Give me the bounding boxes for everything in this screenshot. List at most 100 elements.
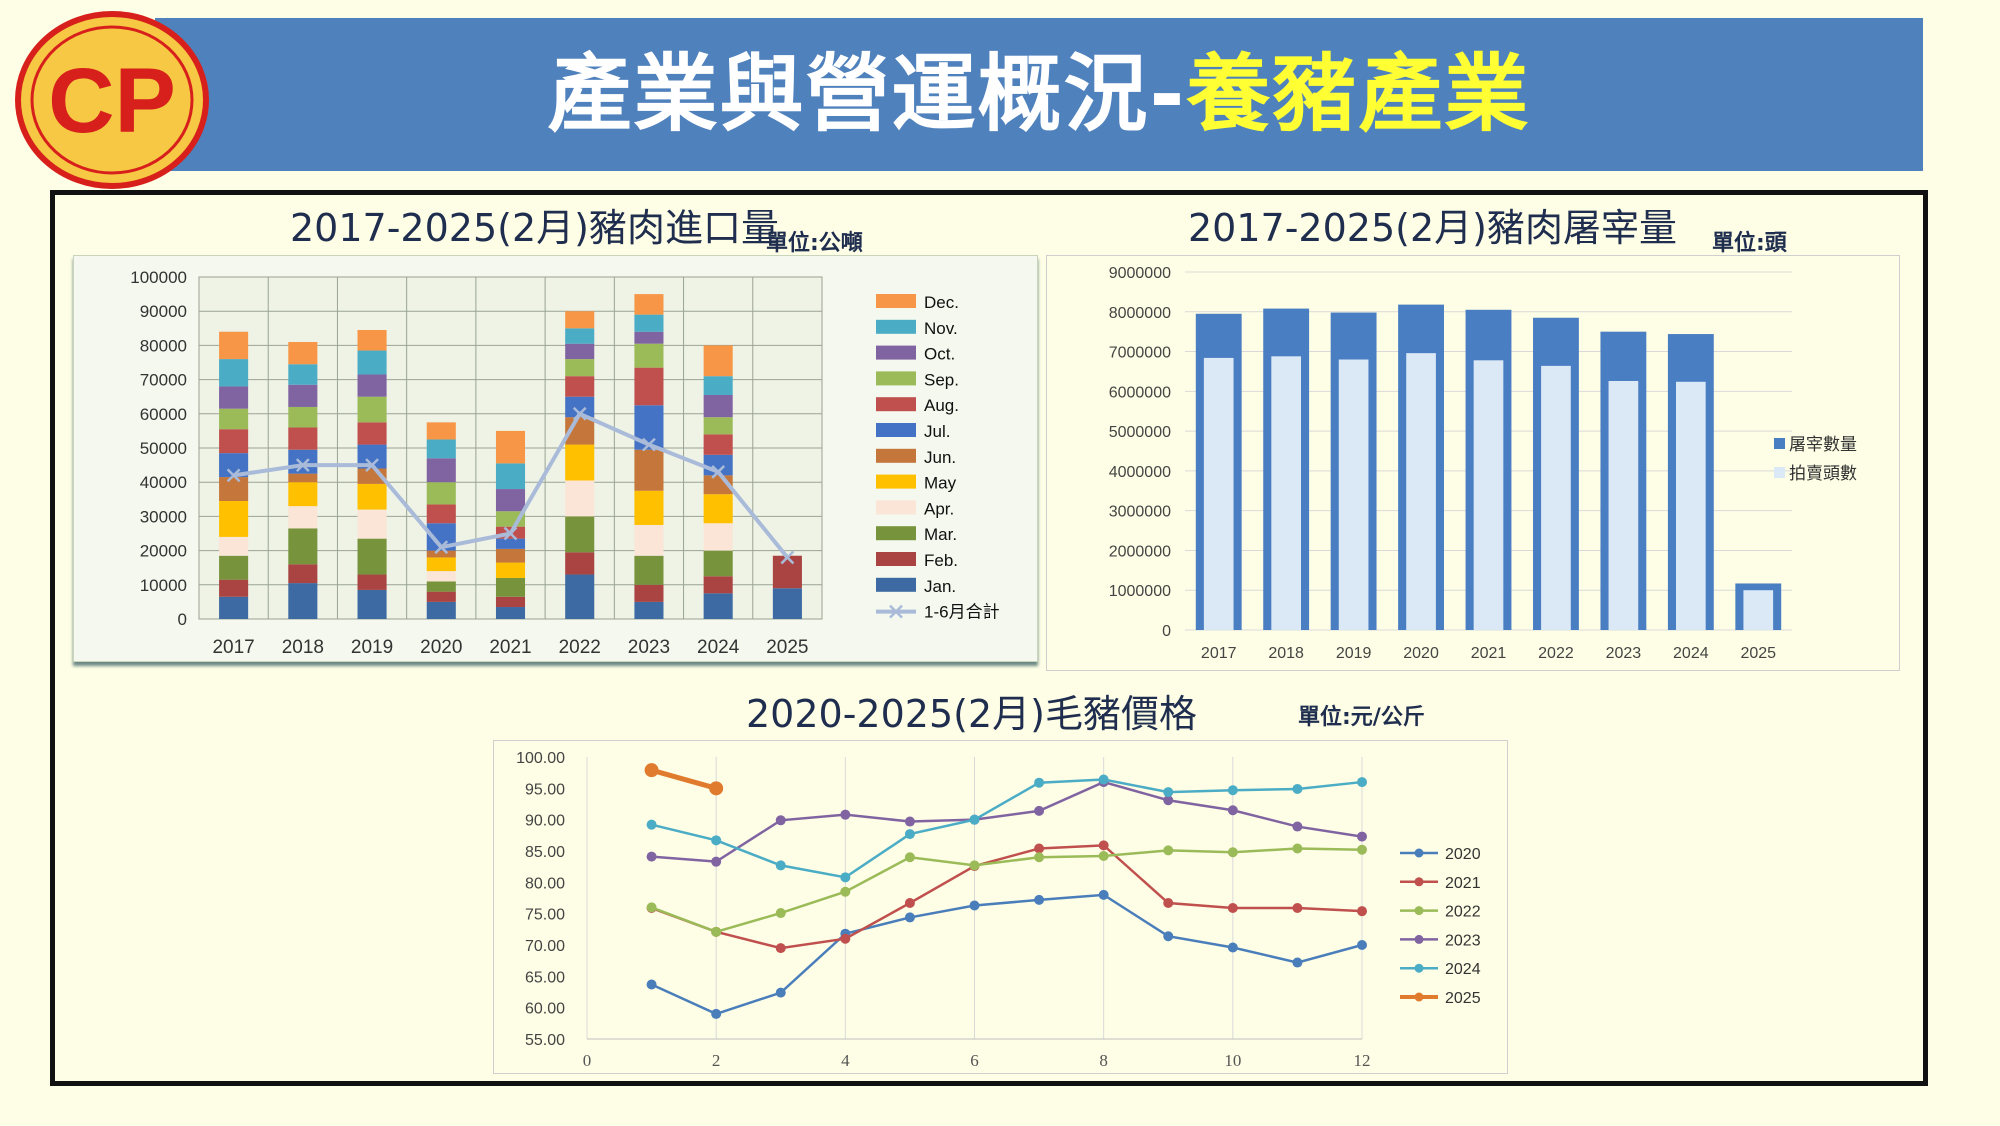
bar-segment xyxy=(703,550,733,577)
bar-segment xyxy=(426,458,456,483)
bar-segment xyxy=(426,482,456,505)
x-tick-label: 2018 xyxy=(1268,645,1304,662)
line-point xyxy=(1292,821,1303,832)
line-point xyxy=(904,829,915,840)
slaughter-chart-title: 2017-2025(2月)豬肉屠宰量 xyxy=(1188,206,1677,250)
price-chart-unit: 單位:元/公斤 xyxy=(1298,705,1425,730)
line-point xyxy=(1034,805,1045,816)
line-point xyxy=(904,816,915,827)
line-point xyxy=(1163,931,1174,942)
line-point xyxy=(1357,844,1367,855)
y-tick-label: 55.00 xyxy=(525,1032,565,1049)
bar-segment xyxy=(495,489,526,512)
x-tick-label: 10 xyxy=(1224,1051,1241,1070)
bar-segment xyxy=(288,564,318,584)
price-chart-panel: 0 2 4 6 8 10 12 55.00 60.00 65.00 70.00 75.00 80.00 8… xyxy=(493,740,1508,1074)
bar-segment xyxy=(772,555,802,589)
line-point xyxy=(1098,774,1109,785)
line-point xyxy=(1292,957,1303,968)
bar-segment xyxy=(565,343,595,360)
line-point xyxy=(1227,785,1238,796)
bar-segment xyxy=(426,422,456,440)
line-point xyxy=(775,860,786,871)
bar-segment xyxy=(703,523,733,551)
bar-segment xyxy=(565,328,595,344)
line-series xyxy=(651,893,1363,1016)
line-point xyxy=(1163,898,1174,909)
bar xyxy=(1338,359,1369,630)
line-point xyxy=(1034,777,1045,788)
x-tick-label: 2 xyxy=(712,1051,721,1070)
slaughter-chart-unit: 單位:頭 xyxy=(1712,231,1787,256)
legend-swatch xyxy=(1414,906,1424,916)
legend-swatch xyxy=(876,345,916,360)
bar-segment xyxy=(357,589,387,619)
bar-segment xyxy=(357,330,387,351)
legend-swatch xyxy=(1414,963,1424,973)
line-point xyxy=(969,900,980,911)
bar-segment xyxy=(565,359,595,377)
bar-segment xyxy=(565,480,595,517)
line-point xyxy=(1098,851,1109,862)
bar-segment xyxy=(426,581,456,592)
line-point xyxy=(711,1008,722,1019)
legend-swatch xyxy=(876,448,916,463)
line-point xyxy=(434,540,449,555)
line-point xyxy=(1034,894,1045,905)
x-tick-label: 2017 xyxy=(212,637,254,658)
y-tick-label: 100.00 xyxy=(516,750,565,767)
bar xyxy=(1743,590,1774,630)
line-point xyxy=(1227,805,1238,816)
legend-swatch xyxy=(876,319,916,334)
legend-label: 2024 xyxy=(1445,961,1481,978)
page-title-highlight: 養豬產業 xyxy=(1186,45,1531,143)
legend-label: Dec. xyxy=(924,293,959,312)
line-point xyxy=(711,926,722,937)
x-tick-label: 2018 xyxy=(282,637,324,658)
bar xyxy=(1675,381,1706,630)
y-tick-label: 65.00 xyxy=(525,969,565,986)
y-tick-label: 70.00 xyxy=(525,938,565,955)
legend-label: Sep. xyxy=(924,370,959,389)
line-series xyxy=(650,767,717,791)
bar-segment xyxy=(426,504,456,524)
bar-segment xyxy=(357,374,387,397)
y-tick-label: 40000 xyxy=(140,473,187,492)
y-tick-label: 95.00 xyxy=(525,781,565,798)
y-tick-label: 20000 xyxy=(140,542,187,561)
bar-segment xyxy=(634,343,664,368)
bar-segment xyxy=(634,294,664,315)
y-tick-label: 80000 xyxy=(140,336,187,355)
bar-segment xyxy=(703,494,733,524)
x-tick-label: 2023 xyxy=(1606,645,1642,662)
line-point xyxy=(1357,906,1367,917)
line-point xyxy=(1163,795,1174,806)
bar-segment xyxy=(219,536,249,556)
line-series xyxy=(651,844,1363,950)
y-tick-label: 1000000 xyxy=(1109,583,1171,600)
line-series xyxy=(651,780,1363,863)
legend-label: Jul. xyxy=(924,422,950,441)
bar xyxy=(1608,380,1639,630)
bar-segment xyxy=(219,429,249,454)
import-chart-unit: 單位:公噸 xyxy=(766,231,863,256)
bar-segment xyxy=(426,601,456,619)
y-tick-label: 80.00 xyxy=(525,875,565,892)
bar-segment xyxy=(565,311,595,329)
bar-segment xyxy=(634,490,664,525)
bar-segment xyxy=(357,574,387,590)
line-point xyxy=(1098,889,1109,900)
bar-segment xyxy=(703,345,733,377)
line-point xyxy=(644,763,659,778)
bar xyxy=(1473,360,1504,630)
bar-segment xyxy=(703,576,733,594)
slaughter-chart-panel: 0 1000000 2000000 3000000 4000000 5000000 6000… xyxy=(1046,255,1900,671)
x-tick-label: 2025 xyxy=(766,637,808,658)
legend-label: 2025 xyxy=(1445,990,1481,1007)
line-point xyxy=(904,912,915,923)
x-tick-label: 2017 xyxy=(1201,645,1237,662)
bar-segment xyxy=(634,584,664,602)
bar-segment xyxy=(288,364,318,385)
bar-segment xyxy=(495,607,526,619)
y-tick-label: 6000000 xyxy=(1109,384,1171,401)
